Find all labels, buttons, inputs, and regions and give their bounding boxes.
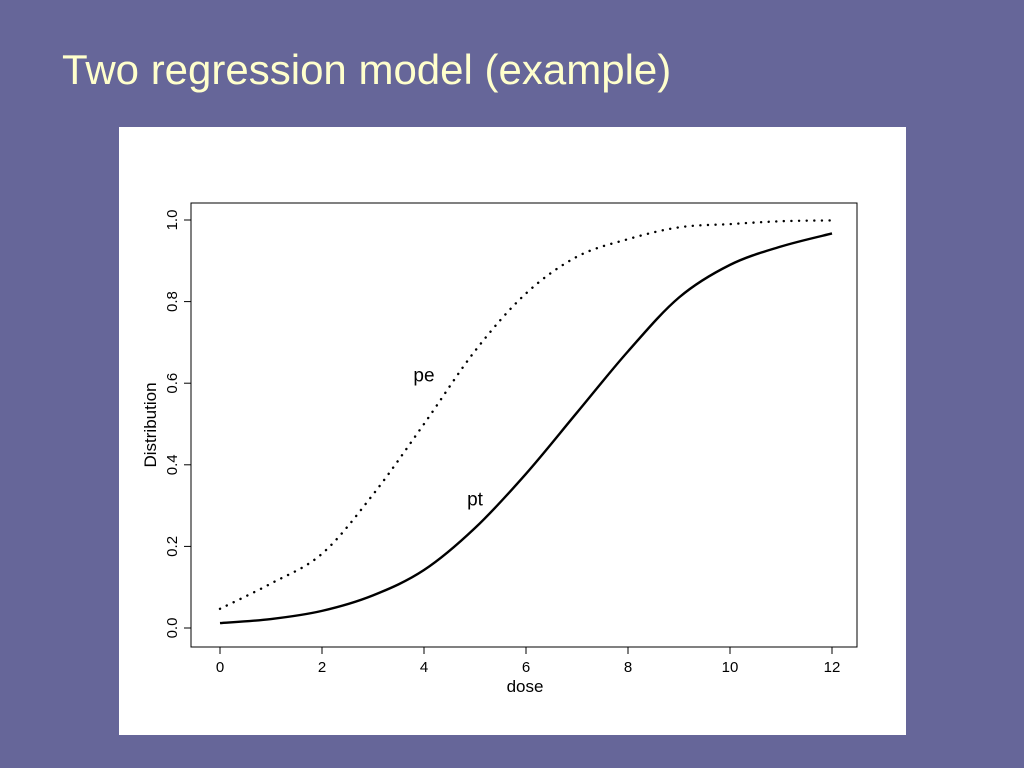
series-pe-line bbox=[218, 219, 834, 611]
annotation-pe: pe bbox=[413, 366, 434, 387]
dose-distribution-chart: 0 2 4 6 8 10 12 0.0 0.2 0.4 0.6 0.8 1.0 pe pt dose D… bbox=[141, 202, 858, 696]
plot-frame bbox=[190, 202, 858, 648]
y-tick-label: 0.4 bbox=[164, 454, 181, 475]
y-tick-label: 0.8 bbox=[164, 291, 181, 312]
annotation-pt: pt bbox=[467, 490, 484, 511]
x-tick-label: 8 bbox=[624, 659, 632, 676]
x-tick-label: 0 bbox=[216, 659, 224, 676]
chart-panel: 0 2 4 6 8 10 12 0.0 0.2 0.4 0.6 0.8 1.0 pe pt dose D… bbox=[119, 127, 906, 735]
y-axis: 0.0 0.2 0.4 0.6 0.8 1.0 bbox=[164, 210, 192, 639]
x-tick-label: 4 bbox=[420, 659, 428, 676]
x-tick-label: 10 bbox=[722, 659, 739, 676]
y-axis-label: Distribution bbox=[141, 382, 160, 467]
x-tick-label: 2 bbox=[318, 659, 326, 676]
x-tick-label: 12 bbox=[824, 659, 841, 676]
series-layer bbox=[218, 219, 834, 625]
series-pt-line bbox=[219, 232, 833, 625]
annotation-layer: pe pt bbox=[413, 366, 483, 511]
slide-title: Two regression model (example) bbox=[62, 46, 672, 93]
y-tick-label: 0.0 bbox=[164, 618, 181, 639]
x-axis: 0 2 4 6 8 10 12 bbox=[216, 646, 841, 676]
x-axis-label: dose bbox=[507, 677, 544, 696]
x-tick-label: 6 bbox=[522, 659, 530, 676]
y-tick-label: 0.2 bbox=[164, 536, 181, 557]
y-tick-label: 1.0 bbox=[164, 210, 181, 231]
y-tick-label: 0.6 bbox=[164, 373, 181, 394]
